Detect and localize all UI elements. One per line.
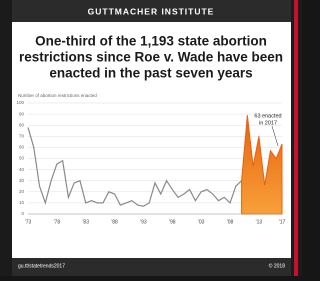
y-tick-label: 10 <box>19 200 25 205</box>
x-tick-label: '03 <box>198 219 205 225</box>
header: GUTTMACHER INSTITUTE <box>88 6 215 16</box>
x-tick-label: '08 <box>227 219 234 225</box>
copyright: © 2018 <box>269 262 285 269</box>
y-tick-label: 60 <box>19 145 25 150</box>
y-tick-label: 50 <box>19 156 25 161</box>
y-tick-label: 30 <box>19 178 25 183</box>
y-tick-label: 90 <box>19 111 25 116</box>
chart: GUTTMACHER INSTITUTE gu.tt/statetrends20… <box>0 0 302 276</box>
x-tick-label: '88 <box>111 219 118 225</box>
chart-title: restrictions since Roe v. Wade have been <box>19 50 283 65</box>
source: gu.tt/statetrends2017 <box>18 263 65 269</box>
x-tick-label: '83 <box>82 219 89 225</box>
x-tick-label: '17 <box>279 219 286 225</box>
annotation: in 2017 <box>259 120 277 126</box>
y-tick-label: 100 <box>16 100 24 105</box>
border-accent <box>294 0 298 276</box>
y-tick-label: 70 <box>19 133 25 138</box>
y-tick-label: 40 <box>19 167 25 172</box>
page: GUTTMACHER INSTITUTE gu.tt/statetrends20… <box>0 0 302 276</box>
y-axis-label: Number of abortion restrictions enacted <box>18 93 97 98</box>
x-tick-label: '13 <box>256 219 263 225</box>
annotation: 63 enacted <box>254 113 281 119</box>
chart-title: enacted in the past seven years <box>49 66 252 81</box>
x-tick-label: '78 <box>54 219 61 225</box>
x-tick-label: '93 <box>140 219 147 225</box>
x-tick-label: '73 <box>25 219 32 225</box>
x-tick-label: '98 <box>169 219 176 225</box>
y-tick-label: 80 <box>19 122 25 127</box>
chart-title: One-third of the 1,193 state abortion <box>35 34 267 49</box>
y-tick-label: 20 <box>19 189 25 194</box>
